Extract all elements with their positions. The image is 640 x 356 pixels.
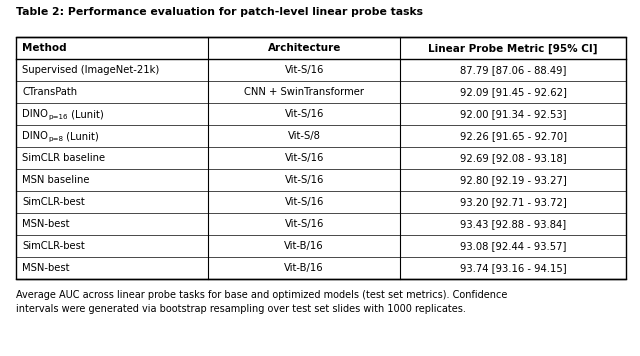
Text: DINO: DINO — [22, 131, 48, 141]
Text: CTransPath: CTransPath — [22, 88, 77, 98]
Text: 93.20 [92.71 - 93.72]: 93.20 [92.71 - 93.72] — [460, 198, 566, 208]
Text: MSN-best: MSN-best — [22, 219, 70, 229]
Text: Vit-B/16: Vit-B/16 — [284, 241, 324, 251]
Text: SimCLR-best: SimCLR-best — [22, 198, 85, 208]
Text: CNN + SwinTransformer: CNN + SwinTransformer — [244, 88, 364, 98]
Text: 92.26 [91.65 - 92.70]: 92.26 [91.65 - 92.70] — [460, 131, 566, 141]
Text: Vit-S/16: Vit-S/16 — [285, 198, 324, 208]
Text: DINO: DINO — [22, 109, 48, 119]
Text: 92.09 [91.45 - 92.62]: 92.09 [91.45 - 92.62] — [460, 88, 566, 98]
Text: Vit-S/16: Vit-S/16 — [285, 66, 324, 75]
Text: p=8: p=8 — [48, 136, 63, 142]
Text: (Lunit): (Lunit) — [68, 109, 104, 119]
Text: Linear Probe Metric [95% CI]: Linear Probe Metric [95% CI] — [428, 43, 598, 53]
Text: Vit-B/16: Vit-B/16 — [284, 263, 324, 273]
Text: Architecture: Architecture — [268, 43, 341, 53]
Text: MSN baseline: MSN baseline — [22, 176, 90, 185]
Text: Supervised (ImageNet-21k): Supervised (ImageNet-21k) — [22, 66, 159, 75]
Text: 92.69 [92.08 - 93.18]: 92.69 [92.08 - 93.18] — [460, 153, 566, 163]
Text: Table 2: Performance evaluation for patch-level linear probe tasks: Table 2: Performance evaluation for patc… — [16, 7, 423, 17]
Bar — [16, 37, 626, 279]
Text: SimCLR-best: SimCLR-best — [22, 241, 85, 251]
Text: (Lunit): (Lunit) — [63, 131, 99, 141]
Text: Average AUC across linear probe tasks for base and optimized models (test set me: Average AUC across linear probe tasks fo… — [16, 290, 508, 314]
Text: 93.08 [92.44 - 93.57]: 93.08 [92.44 - 93.57] — [460, 241, 566, 251]
Text: 93.43 [92.88 - 93.84]: 93.43 [92.88 - 93.84] — [460, 219, 566, 229]
Text: Vit-S/16: Vit-S/16 — [285, 219, 324, 229]
Text: 92.00 [91.34 - 92.53]: 92.00 [91.34 - 92.53] — [460, 109, 566, 119]
Text: 93.74 [93.16 - 94.15]: 93.74 [93.16 - 94.15] — [460, 263, 566, 273]
Text: Vit-S/8: Vit-S/8 — [288, 131, 321, 141]
Text: p=16: p=16 — [48, 114, 68, 120]
Text: Vit-S/16: Vit-S/16 — [285, 153, 324, 163]
Text: Vit-S/16: Vit-S/16 — [285, 109, 324, 119]
Text: Method: Method — [22, 43, 67, 53]
Text: 92.80 [92.19 - 93.27]: 92.80 [92.19 - 93.27] — [460, 176, 566, 185]
Text: MSN-best: MSN-best — [22, 263, 70, 273]
Text: Vit-S/16: Vit-S/16 — [285, 176, 324, 185]
Text: 87.79 [87.06 - 88.49]: 87.79 [87.06 - 88.49] — [460, 66, 566, 75]
Text: SimCLR baseline: SimCLR baseline — [22, 153, 106, 163]
